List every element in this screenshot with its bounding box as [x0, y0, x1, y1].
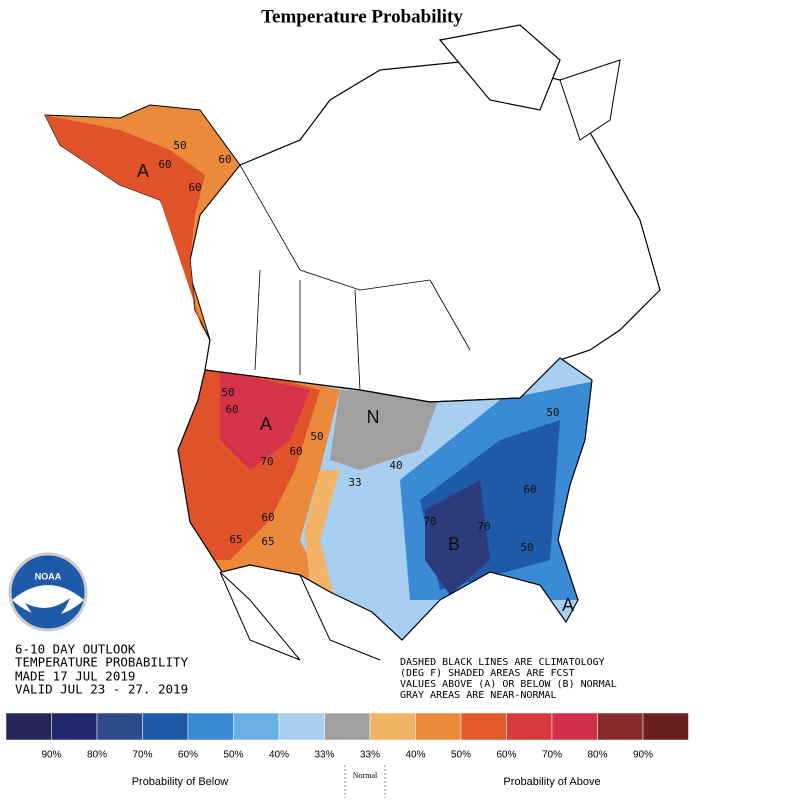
mexico-outline [219, 571, 381, 661]
contour-label: 60 [225, 403, 238, 416]
contour-label: 40 [389, 459, 402, 472]
outlook-line: TEMPERATURE PROBABILITY [15, 655, 189, 670]
outlook-line: VALID JUL 23 - 27. 2019 [15, 682, 188, 697]
legend-swatch [369, 712, 416, 741]
legend-label: 90% [633, 750, 653, 761]
legend-label: 70% [542, 750, 562, 761]
legend-swatch [597, 712, 644, 741]
region-above-40 [305, 470, 340, 600]
legend-label: 90% [41, 750, 61, 761]
contour-label: A [260, 414, 272, 434]
outlook-line: MADE 17 JUL 2019 [15, 669, 135, 684]
contour-label: 70 [477, 520, 490, 533]
contour-label: 50 [546, 406, 559, 419]
map-notes: DASHED BLACK LINES ARE CLIMATOLOGY (DEG … [400, 657, 617, 701]
legend-label: 80% [87, 750, 107, 761]
island [559, 59, 621, 141]
legend-label: 40% [269, 750, 289, 761]
legend-label: 80% [587, 750, 607, 761]
legend-label: 70% [132, 750, 152, 761]
legend-swatch [324, 712, 371, 741]
note-line: GRAY AREAS ARE NEAR-NORMAL [400, 690, 557, 701]
legend-swatch [506, 712, 553, 741]
legend-label: 50% [451, 750, 471, 761]
contour-label: 50 [173, 139, 186, 152]
contour-label: A [562, 595, 574, 615]
province-borders [239, 164, 471, 391]
legend-above-label: Probability of Above [503, 776, 600, 788]
contour-label: 70 [423, 515, 436, 528]
legend-label: 33% [314, 750, 334, 761]
contour-label: 70 [260, 455, 273, 468]
island [438, 24, 561, 111]
contour-labels: A 50 60 60 60 50 60 A 70 60 50 N 33 40 7… [137, 139, 574, 615]
region-normal [330, 390, 440, 470]
legend-label: 40% [405, 750, 425, 761]
legend-swatch [415, 712, 462, 741]
noaa-logo: NOAA [8, 552, 88, 632]
legend-swatch [96, 712, 143, 741]
legend-swatch [233, 712, 280, 741]
region-below-80 [425, 480, 490, 595]
note-line: (DEG F) SHADED AREAS ARE FCST [400, 668, 575, 679]
legend-swatch [51, 712, 98, 741]
legend-swatch [642, 712, 689, 741]
contour-label: 50 [310, 430, 323, 443]
legend-swatch [460, 712, 507, 741]
contour-label: 50 [520, 541, 533, 554]
contour-label: 60 [261, 511, 274, 524]
note-line: DASHED BLACK LINES ARE CLIMATOLOGY [400, 657, 605, 668]
note-line: VALUES ABOVE (A) OR BELOW (B) NORMAL [400, 679, 617, 690]
contour-label: A [137, 161, 149, 181]
legend-label: 60% [496, 750, 516, 761]
title: Temperature Probability [261, 6, 463, 27]
legend-swatch [5, 712, 52, 741]
outlook-info: 6-10 DAY OUTLOOK TEMPERATURE PROBABILITY… [15, 642, 189, 697]
legend-below-label: Probability of Below [132, 776, 229, 788]
logo-text: NOAA [35, 571, 62, 581]
contour-label: 65 [229, 533, 242, 546]
contour-label: 60 [218, 153, 231, 166]
contour-label: B [448, 534, 460, 554]
legend-swatch [278, 712, 325, 741]
legend-label: 60% [178, 750, 198, 761]
contour-label: 50 [221, 386, 234, 399]
us-outline [177, 357, 593, 641]
contour-label: N [367, 407, 380, 427]
legend-normal-label: Normal [353, 771, 378, 780]
legend: 90% 80% 70% 60% 50% 40% 33% 33% 40% 50% 60% 70% 80% 9… [5, 712, 689, 761]
legend-label: 33% [360, 750, 380, 761]
contour-label: 60 [523, 483, 536, 496]
legend-label: 50% [223, 750, 243, 761]
legend-swatch [551, 712, 598, 741]
legend-swatch [142, 712, 189, 741]
contour-label: 65 [261, 535, 274, 548]
contour-label: 60 [289, 445, 302, 458]
alaska-above-60 [45, 115, 205, 335]
contour-label: 60 [188, 181, 201, 194]
contour-label: 60 [158, 158, 171, 171]
region-above-70 [220, 370, 310, 470]
legend-swatch [187, 712, 234, 741]
contour-label: 33 [348, 476, 361, 489]
outlook-line: 6-10 DAY OUTLOOK [15, 642, 136, 657]
